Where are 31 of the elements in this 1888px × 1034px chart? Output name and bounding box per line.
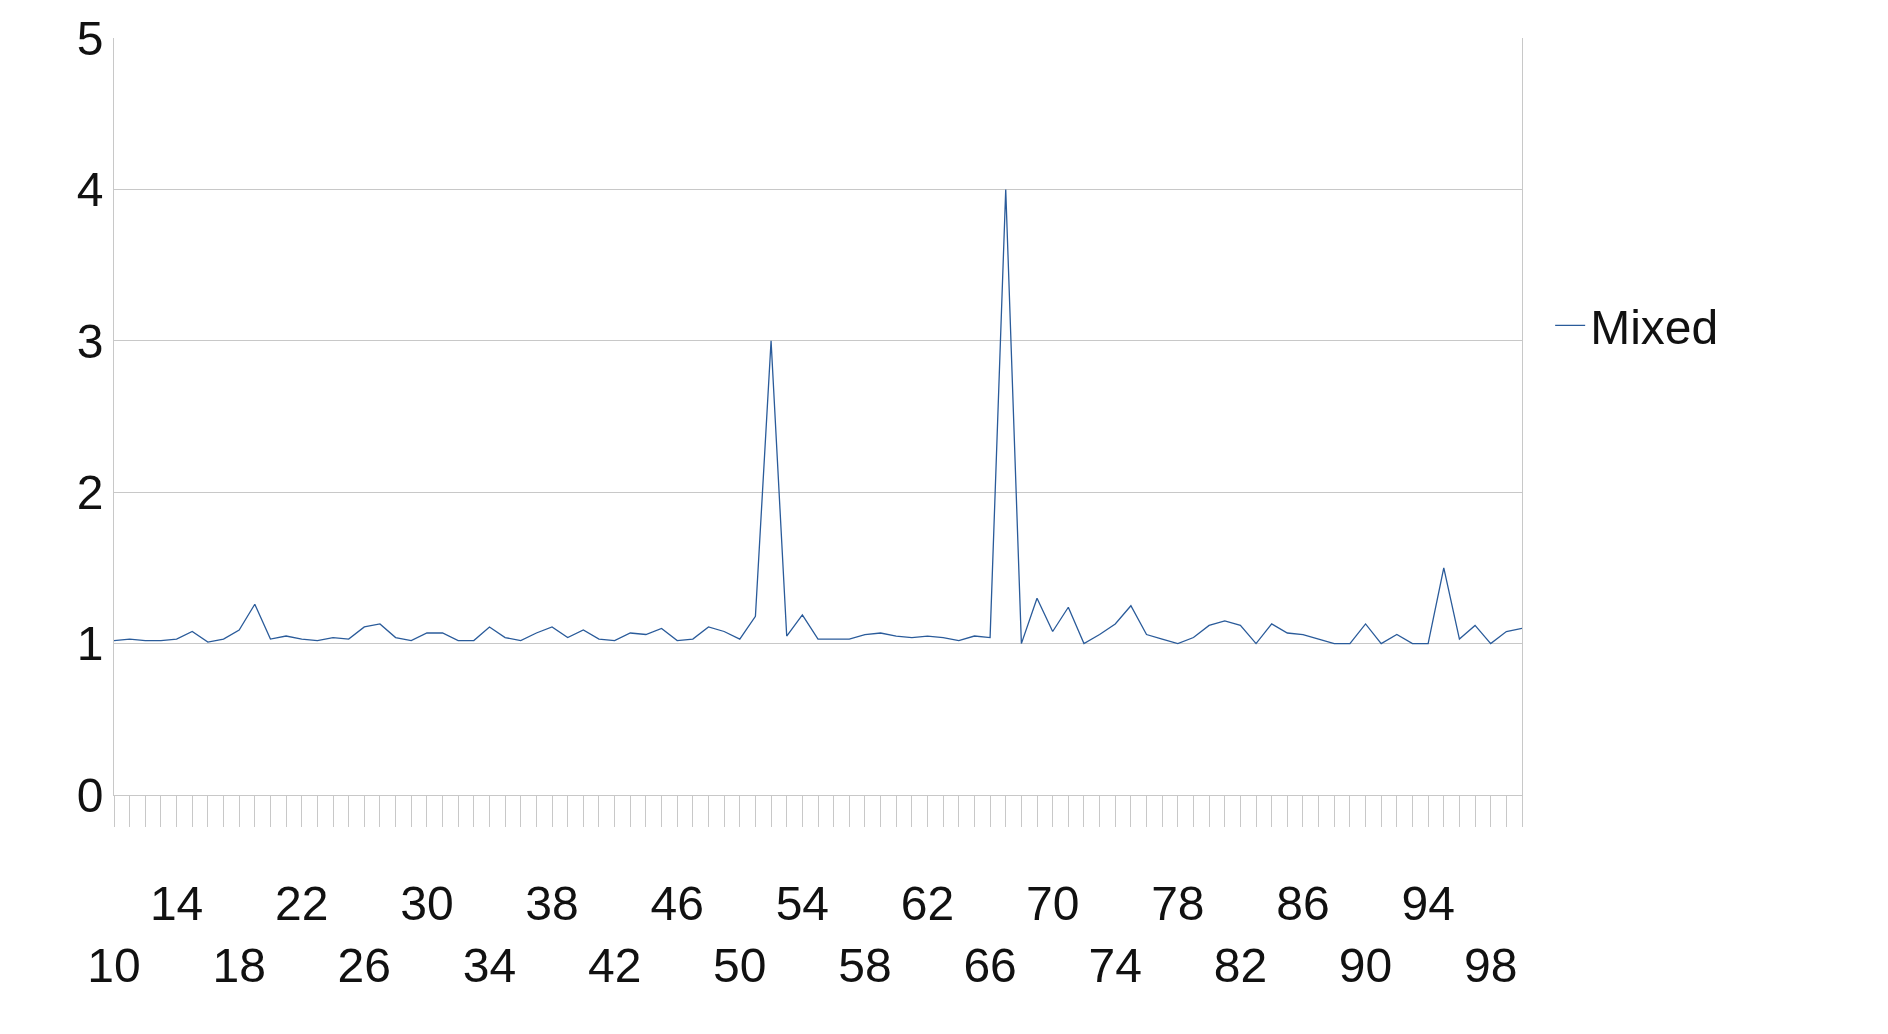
x-tick-label: 22 xyxy=(275,876,329,930)
x-tick-label: 94 xyxy=(1401,876,1455,930)
x-tick-label: 58 xyxy=(838,939,892,992)
x-tick-label: 66 xyxy=(963,939,1017,992)
x-tick-label: 26 xyxy=(337,939,392,992)
y-tick-label: 0 xyxy=(76,768,104,822)
x-tick-label: 90 xyxy=(1338,939,1393,992)
x-tick-label: 18 xyxy=(212,939,266,992)
x-tick-label: 98 xyxy=(1464,939,1518,992)
x-tick-label: 78 xyxy=(1151,876,1205,930)
x-tick-label: 38 xyxy=(525,876,579,930)
x-tick-label: 62 xyxy=(900,876,955,930)
x-tick-label: 82 xyxy=(1213,939,1268,992)
y-tick-label: 5 xyxy=(76,11,104,65)
x-tick-label: 46 xyxy=(650,876,704,930)
x-tick-label: 74 xyxy=(1088,939,1142,992)
x-tick-label: 70 xyxy=(1025,876,1080,930)
y-tick-label: 3 xyxy=(76,314,104,368)
x-tick-label: 86 xyxy=(1276,876,1330,930)
legend-label: Mixed xyxy=(1590,301,1719,355)
x-tick-label: 10 xyxy=(87,939,141,992)
y-tick-label: 1 xyxy=(76,617,104,671)
x-tick-label: 54 xyxy=(775,876,830,930)
x-tick-label: 30 xyxy=(400,876,454,930)
y-tick-label: 2 xyxy=(76,466,104,519)
x-tick-label: 34 xyxy=(462,939,517,992)
x-tick-label: 50 xyxy=(713,939,767,992)
y-tick-label: 4 xyxy=(76,163,104,217)
x-tick-label: 42 xyxy=(587,939,642,992)
x-tick-label: 14 xyxy=(149,876,204,930)
line-series xyxy=(114,188,1522,645)
